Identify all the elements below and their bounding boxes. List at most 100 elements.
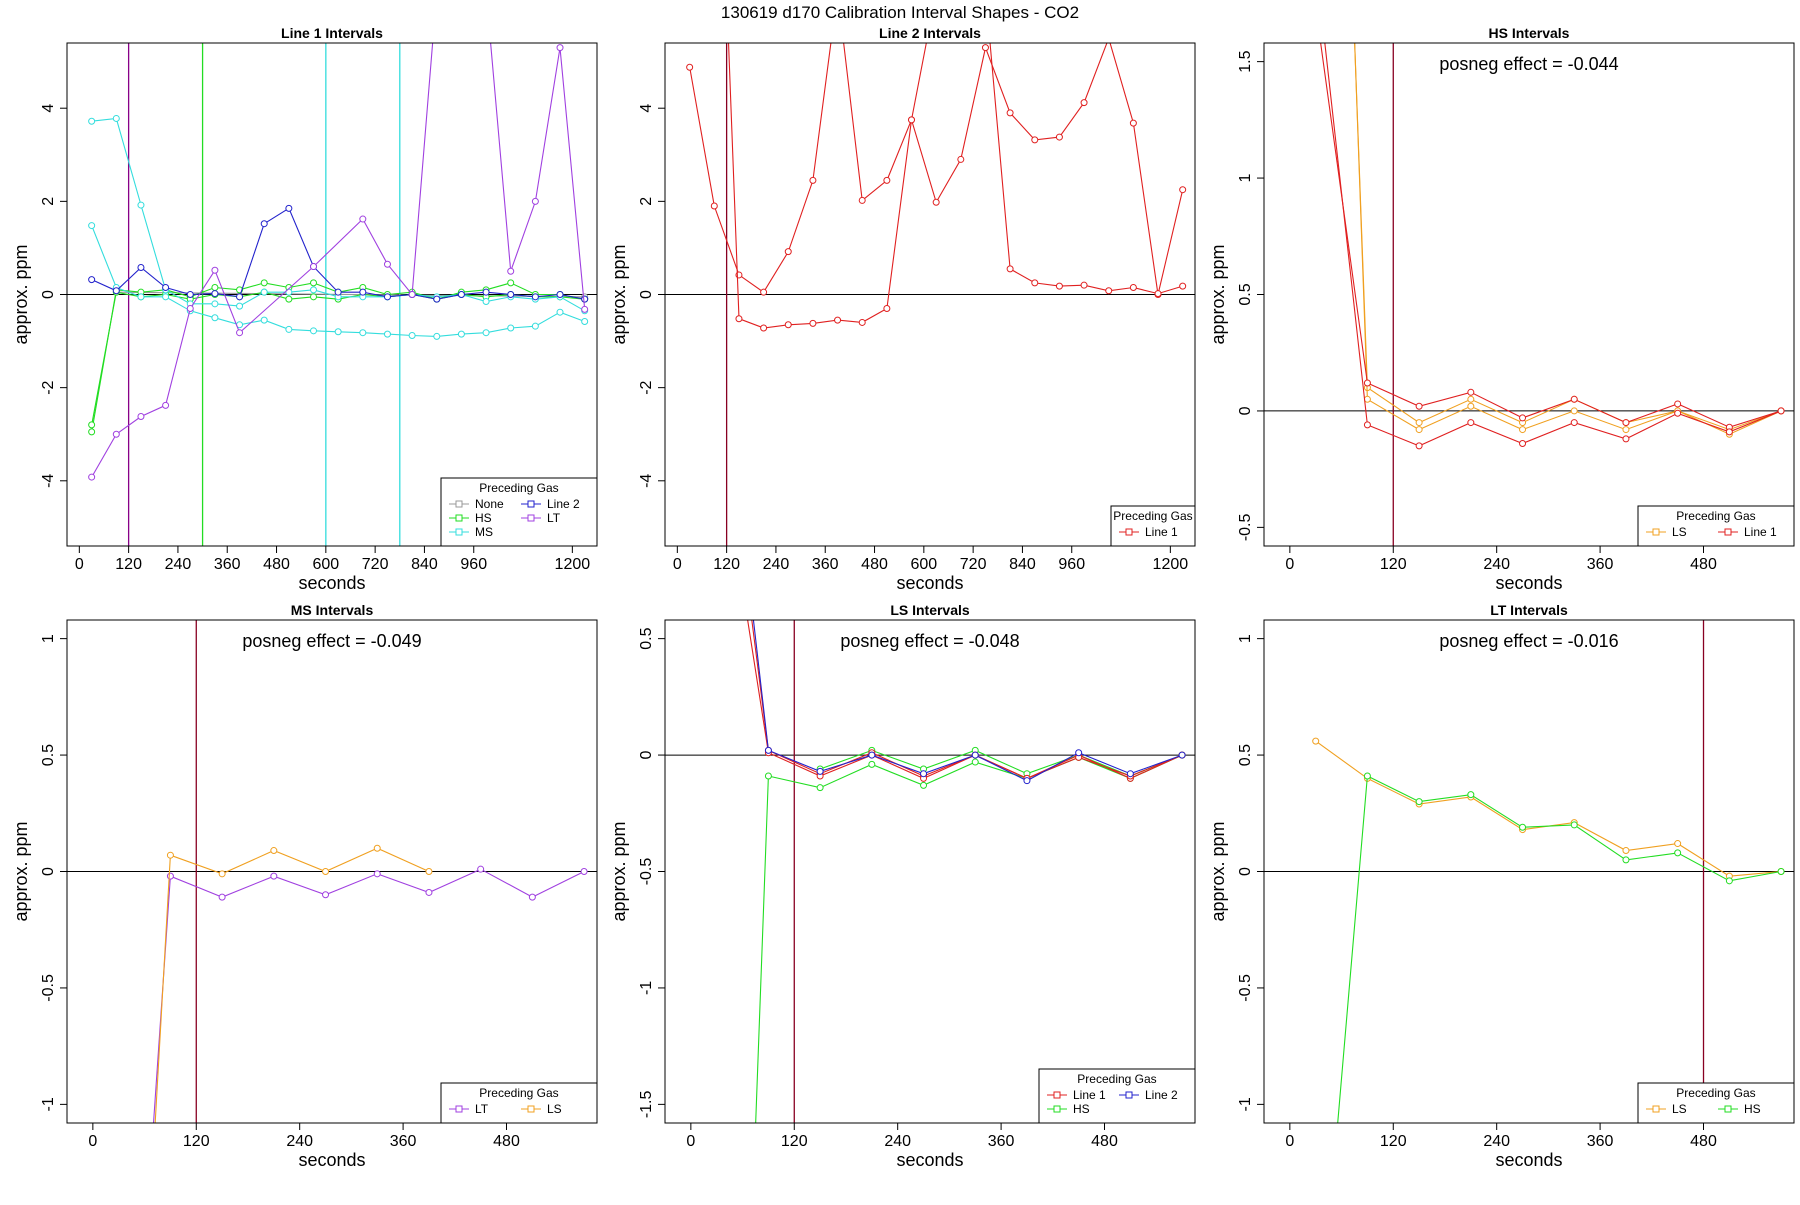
data-point	[310, 327, 318, 335]
data-point	[359, 288, 367, 296]
data-point	[1674, 840, 1682, 848]
data-point	[1080, 281, 1088, 289]
data-point	[137, 201, 145, 209]
data-point	[1674, 400, 1682, 408]
y-tick-label: -2	[638, 380, 655, 394]
data-point	[211, 266, 219, 274]
data-point	[137, 293, 145, 301]
data-point	[166, 872, 174, 880]
data-point	[112, 114, 120, 122]
data-point	[310, 263, 318, 271]
x-tick-label: 480	[493, 1133, 520, 1150]
data-point	[112, 287, 120, 295]
x-tick-label: 360	[812, 556, 839, 573]
x-tick-label: 600	[312, 556, 339, 573]
data-point	[482, 297, 490, 305]
data-point	[1006, 109, 1014, 117]
data-point	[1467, 388, 1475, 396]
data-point	[1519, 414, 1527, 422]
data-point	[334, 288, 342, 296]
data-point	[150, 1125, 156, 1131]
data-point	[1415, 402, 1423, 410]
data-point	[760, 288, 768, 296]
data-point	[1467, 402, 1475, 410]
legend-label: LT	[475, 1102, 489, 1116]
x-tick-label: 240	[286, 1133, 313, 1150]
x-tick-label: 240	[165, 556, 192, 573]
y-tick-label: -0.5	[1237, 513, 1254, 541]
y-tick-label: 1	[1237, 174, 1254, 183]
data-point	[1105, 287, 1113, 295]
legend: Preceding Gas None Line 2 HS LT MS	[440, 477, 598, 547]
data-point	[1351, 35, 1357, 41]
series-line	[752, 620, 1183, 782]
data-point	[1178, 751, 1186, 759]
data-point	[1415, 798, 1423, 806]
data-point	[908, 116, 916, 124]
y-tick-label: -1	[1237, 1097, 1254, 1111]
x-axis-label: seconds	[298, 1150, 365, 1170]
legend-label: LT	[547, 511, 561, 525]
data-point	[334, 328, 342, 336]
data-point	[748, 612, 754, 618]
x-tick-label: 1200	[1153, 556, 1189, 573]
x-tick-label: 0	[88, 1133, 97, 1150]
x-tick-label: 960	[1058, 556, 1085, 573]
data-point	[764, 772, 772, 780]
legend: Preceding Gas LT LS	[440, 1082, 598, 1124]
data-point	[1467, 791, 1475, 799]
x-axis-label: seconds	[1495, 573, 1562, 593]
data-point	[1055, 282, 1063, 290]
data-point	[1317, 35, 1323, 41]
x-tick-label: 240	[1483, 556, 1510, 573]
data-point	[1519, 823, 1527, 831]
data-point	[1179, 282, 1187, 290]
data-point	[507, 324, 515, 332]
plot-frame	[1263, 42, 1795, 547]
data-point	[1129, 284, 1137, 292]
data-point	[686, 63, 694, 71]
data-point	[373, 870, 381, 878]
data-point	[260, 279, 268, 287]
data-point	[1363, 772, 1371, 780]
legend-label: LS	[1672, 1102, 1687, 1116]
data-point	[981, 44, 989, 52]
data-point	[137, 413, 145, 421]
y-tick-label: -0.5	[40, 974, 57, 1002]
x-tick-label: 480	[1091, 1133, 1118, 1150]
legend-label: Line 1	[1145, 525, 1178, 539]
x-tick-label: 480	[861, 556, 888, 573]
data-point	[735, 315, 743, 323]
data-point	[408, 331, 416, 339]
data-point	[457, 330, 465, 338]
y-tick-label: 0	[638, 751, 655, 760]
series-line	[152, 868, 585, 1123]
y-tick-label: 1.5	[1237, 50, 1254, 72]
legend: Preceding Gas Line 1	[1110, 505, 1196, 547]
posneg-annotation: posneg effect = -0.048	[840, 631, 1019, 651]
data-point	[1080, 99, 1088, 107]
legend-box	[1637, 505, 1795, 547]
data-point	[88, 473, 96, 481]
y-tick-label: 4	[40, 104, 57, 113]
data-point	[581, 305, 589, 313]
plot-frame	[664, 619, 1196, 1124]
data-point	[809, 319, 817, 327]
x-tick-label: 240	[884, 1133, 911, 1150]
series-line	[116, 291, 585, 298]
panel-5: LS Intervals 0 120 240 360 480 seconds -1.5 -1 -0…	[609, 602, 1196, 1170]
legend-swatch-marker	[1125, 1091, 1133, 1099]
x-tick-label: 360	[390, 1133, 417, 1150]
data-point	[1725, 877, 1733, 885]
plot-area	[67, 620, 597, 1131]
data-point	[285, 295, 293, 303]
data-point	[1570, 419, 1578, 427]
plot-area	[665, 43, 1195, 546]
data-point	[957, 155, 965, 163]
legend-label: MS	[475, 525, 493, 539]
data-point	[310, 293, 318, 301]
data-point	[383, 260, 391, 268]
data-point	[507, 291, 515, 298]
